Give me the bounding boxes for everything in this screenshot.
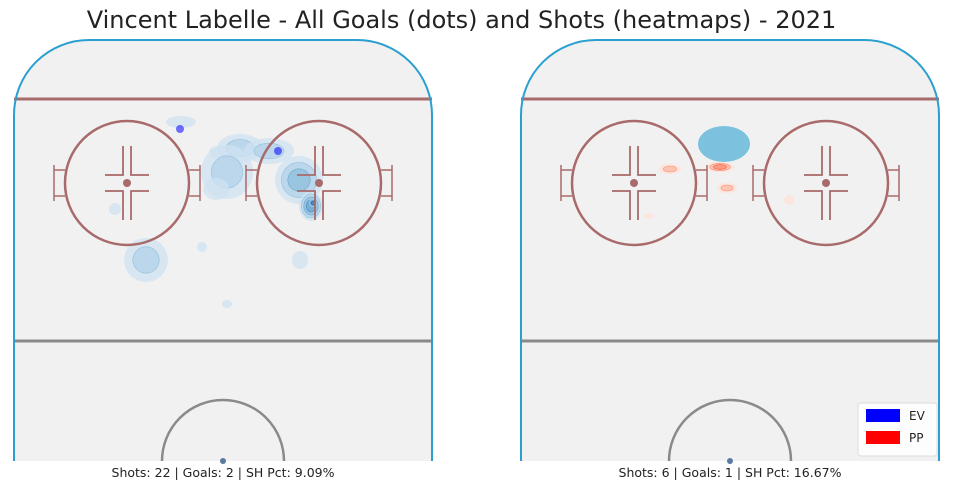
heatmap-contour	[253, 142, 285, 160]
faceoff-l-mark	[829, 190, 848, 220]
faceoff-circle	[255, 119, 383, 247]
legend: EV PP	[857, 402, 938, 457]
faceoff-circle	[570, 119, 698, 247]
panel-caption: Shots: 6 | Goals: 1 | SH Pct: 16.67%	[619, 465, 842, 480]
faceoff-circle	[63, 119, 191, 247]
ice-surface	[14, 40, 432, 461]
legend-label: EV	[909, 409, 926, 423]
goal-point	[176, 125, 184, 133]
center-dot	[727, 458, 733, 464]
faceoff-l-mark	[322, 190, 341, 220]
faceoff-l-mark	[612, 190, 631, 220]
faceoff-l-mark	[804, 190, 823, 220]
faceoff-dot	[630, 179, 638, 187]
heatmap-contour	[311, 201, 315, 205]
heatmap-contour	[287, 168, 311, 192]
heatmap-contour	[292, 251, 308, 269]
faceoff-circle	[762, 119, 890, 247]
faceoff-l-mark	[322, 146, 341, 176]
ice-surface	[521, 40, 939, 461]
boards	[13, 39, 433, 461]
faceoff-dot	[123, 179, 131, 187]
legend-swatch	[866, 409, 900, 422]
center-dot	[220, 458, 226, 464]
faceoff-l-mark	[297, 146, 316, 176]
heatmap-contour	[720, 184, 734, 192]
faceoff-dot	[315, 179, 323, 187]
faceoff-dot	[822, 179, 830, 187]
center-circle	[160, 398, 286, 462]
goal-point	[274, 147, 282, 155]
heatmap-contour	[197, 242, 207, 252]
faceoff-l-mark	[105, 190, 124, 220]
legend-label: PP	[909, 431, 923, 445]
heatmap-contour	[644, 213, 654, 219]
heatmap-contour	[222, 300, 232, 308]
rink-panel-ev: Shots: 22 | Goals: 2 | SH Pct: 9.09%	[13, 39, 433, 480]
heatmap-contour	[132, 246, 160, 274]
faceoff-l-mark	[637, 190, 656, 220]
faceoff-l-mark	[130, 146, 149, 176]
faceoff-l-mark	[804, 146, 823, 176]
faceoff-l-mark	[130, 190, 149, 220]
goal-point	[698, 126, 750, 162]
heatmap-contour	[713, 164, 727, 170]
center-circle	[667, 398, 793, 462]
panel-caption: Shots: 22 | Goals: 2 | SH Pct: 9.09%	[112, 465, 335, 480]
rink-panel-pp: Shots: 6 | Goals: 1 | SH Pct: 16.67%	[520, 39, 940, 480]
faceoff-l-mark	[829, 146, 848, 176]
heatmap-contour	[663, 165, 677, 173]
heatmap-contour	[109, 203, 121, 215]
faceoff-l-mark	[105, 146, 124, 176]
figure-title: Vincent Labelle - All Goals (dots) and S…	[86, 6, 837, 34]
heatmap-contour	[203, 178, 229, 200]
faceoff-l-mark	[297, 190, 316, 220]
heatmap-contour	[784, 195, 794, 205]
heatmap-contour	[166, 116, 196, 128]
faceoff-l-mark	[612, 146, 631, 176]
faceoff-l-mark	[637, 146, 656, 176]
legend-swatch	[866, 431, 900, 444]
boards	[520, 39, 940, 461]
